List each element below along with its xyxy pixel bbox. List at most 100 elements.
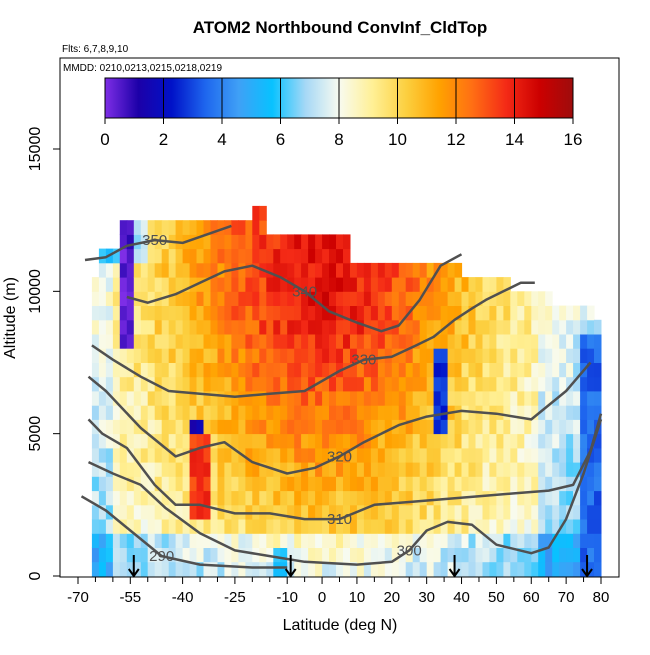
heatmap-cell — [587, 433, 595, 449]
heatmap-cell — [217, 547, 225, 563]
heatmap-cell — [315, 305, 323, 321]
heatmap-cell — [336, 291, 344, 306]
heatmap-cell — [461, 291, 469, 306]
heatmap-cell — [91, 490, 100, 506]
heatmap-cell — [133, 462, 142, 477]
heatmap-cell — [573, 462, 581, 477]
x-tick-label: -25 — [224, 589, 246, 606]
heatmap-cell — [524, 391, 532, 406]
heatmap-cell — [287, 433, 295, 449]
heatmap-cell — [259, 447, 267, 463]
heatmap-cell — [454, 462, 463, 477]
heatmap-cell — [329, 234, 337, 250]
heatmap-cell — [294, 362, 302, 378]
heatmap-cell — [538, 319, 546, 335]
heatmap-cell — [377, 447, 386, 463]
heatmap-cell — [294, 533, 302, 548]
heatmap-cell — [210, 490, 218, 506]
heatmap-cell — [370, 277, 379, 292]
heatmap-cell — [161, 362, 170, 378]
heatmap-cell — [580, 447, 588, 463]
heatmap-cell — [419, 362, 428, 378]
heatmap-cell — [370, 362, 379, 378]
heatmap-cell — [405, 433, 414, 449]
heatmap-cell — [356, 476, 365, 492]
heatmap-cell — [412, 391, 421, 406]
heatmap-cell — [440, 561, 449, 577]
heatmap-cell — [350, 376, 358, 392]
heatmap-cell — [105, 391, 114, 406]
heatmap-cell — [147, 277, 156, 292]
heatmap-cell — [594, 519, 602, 534]
heatmap-cell — [377, 362, 386, 378]
heatmap-cell — [412, 547, 421, 563]
heatmap-cell — [587, 419, 595, 435]
heatmap-cell — [496, 419, 504, 435]
heatmap-cell — [126, 433, 135, 449]
heatmap-cell — [196, 348, 204, 363]
heatmap-cell — [322, 391, 330, 406]
heatmap-cell — [356, 490, 365, 506]
heatmap-cell — [343, 490, 351, 506]
heatmap-cell — [168, 305, 177, 321]
heatmap-cell — [273, 305, 281, 321]
heatmap-cell — [266, 262, 274, 278]
heatmap-cell — [322, 462, 330, 477]
heatmap-cell — [91, 319, 100, 335]
heatmap-cell — [161, 405, 170, 420]
heatmap-cell — [182, 547, 191, 563]
heatmap-cell — [538, 533, 546, 548]
heatmap-cell — [419, 376, 428, 392]
heatmap-cell — [133, 319, 142, 335]
heatmap-cell — [119, 447, 128, 463]
heatmap-cell — [587, 348, 595, 363]
heatmap-cell — [343, 419, 351, 435]
contour-line — [84, 224, 232, 262]
heatmap-cell — [363, 462, 372, 477]
heatmap-cell — [461, 447, 469, 463]
heatmap-cell — [510, 376, 518, 392]
heatmap-cell — [259, 490, 267, 506]
heatmap-cell — [336, 334, 344, 349]
heatmap-cell — [343, 262, 351, 278]
heatmap-cell — [280, 547, 288, 563]
heatmap-cell — [98, 490, 107, 506]
heatmap-cell — [196, 291, 204, 306]
heatmap-cell — [105, 561, 114, 577]
heatmap-cell — [112, 248, 121, 264]
heatmap-cell — [231, 248, 239, 264]
heatmap-cell — [489, 504, 497, 520]
heatmap-cell — [559, 391, 567, 406]
heatmap-cell — [559, 405, 567, 420]
heatmap-cell — [280, 504, 288, 520]
heatmap-cell — [161, 319, 170, 335]
heatmap-cell — [594, 391, 602, 406]
heatmap-cell — [370, 291, 379, 306]
heatmap-cell — [280, 362, 288, 378]
heatmap-cell — [238, 405, 246, 420]
x-tick-label: 40 — [453, 589, 470, 606]
heatmap-cell — [231, 220, 239, 235]
heatmap-cell — [210, 362, 218, 378]
heatmap-cell — [398, 405, 407, 420]
heatmap-cell — [510, 348, 518, 363]
heatmap-cell — [105, 547, 114, 563]
heatmap-cell — [329, 391, 337, 406]
heatmap-cell — [252, 533, 260, 548]
heatmap-cell — [273, 391, 281, 406]
heatmap-cell — [280, 376, 288, 392]
heatmap-cell — [238, 547, 246, 563]
heatmap-cell — [175, 319, 184, 335]
heatmap-cell — [224, 391, 232, 406]
heatmap-cell — [154, 220, 163, 235]
heatmap-cell — [336, 248, 344, 264]
heatmap-cell — [531, 519, 539, 534]
heatmap-cell — [517, 476, 525, 492]
heatmap-cell — [531, 476, 539, 492]
heatmap-cell — [119, 248, 128, 264]
heatmap-cell — [496, 476, 504, 492]
heatmap-cell — [112, 405, 121, 420]
heatmap-cell — [175, 277, 184, 292]
heatmap-cell — [147, 305, 156, 321]
heatmap-cell — [301, 262, 309, 278]
